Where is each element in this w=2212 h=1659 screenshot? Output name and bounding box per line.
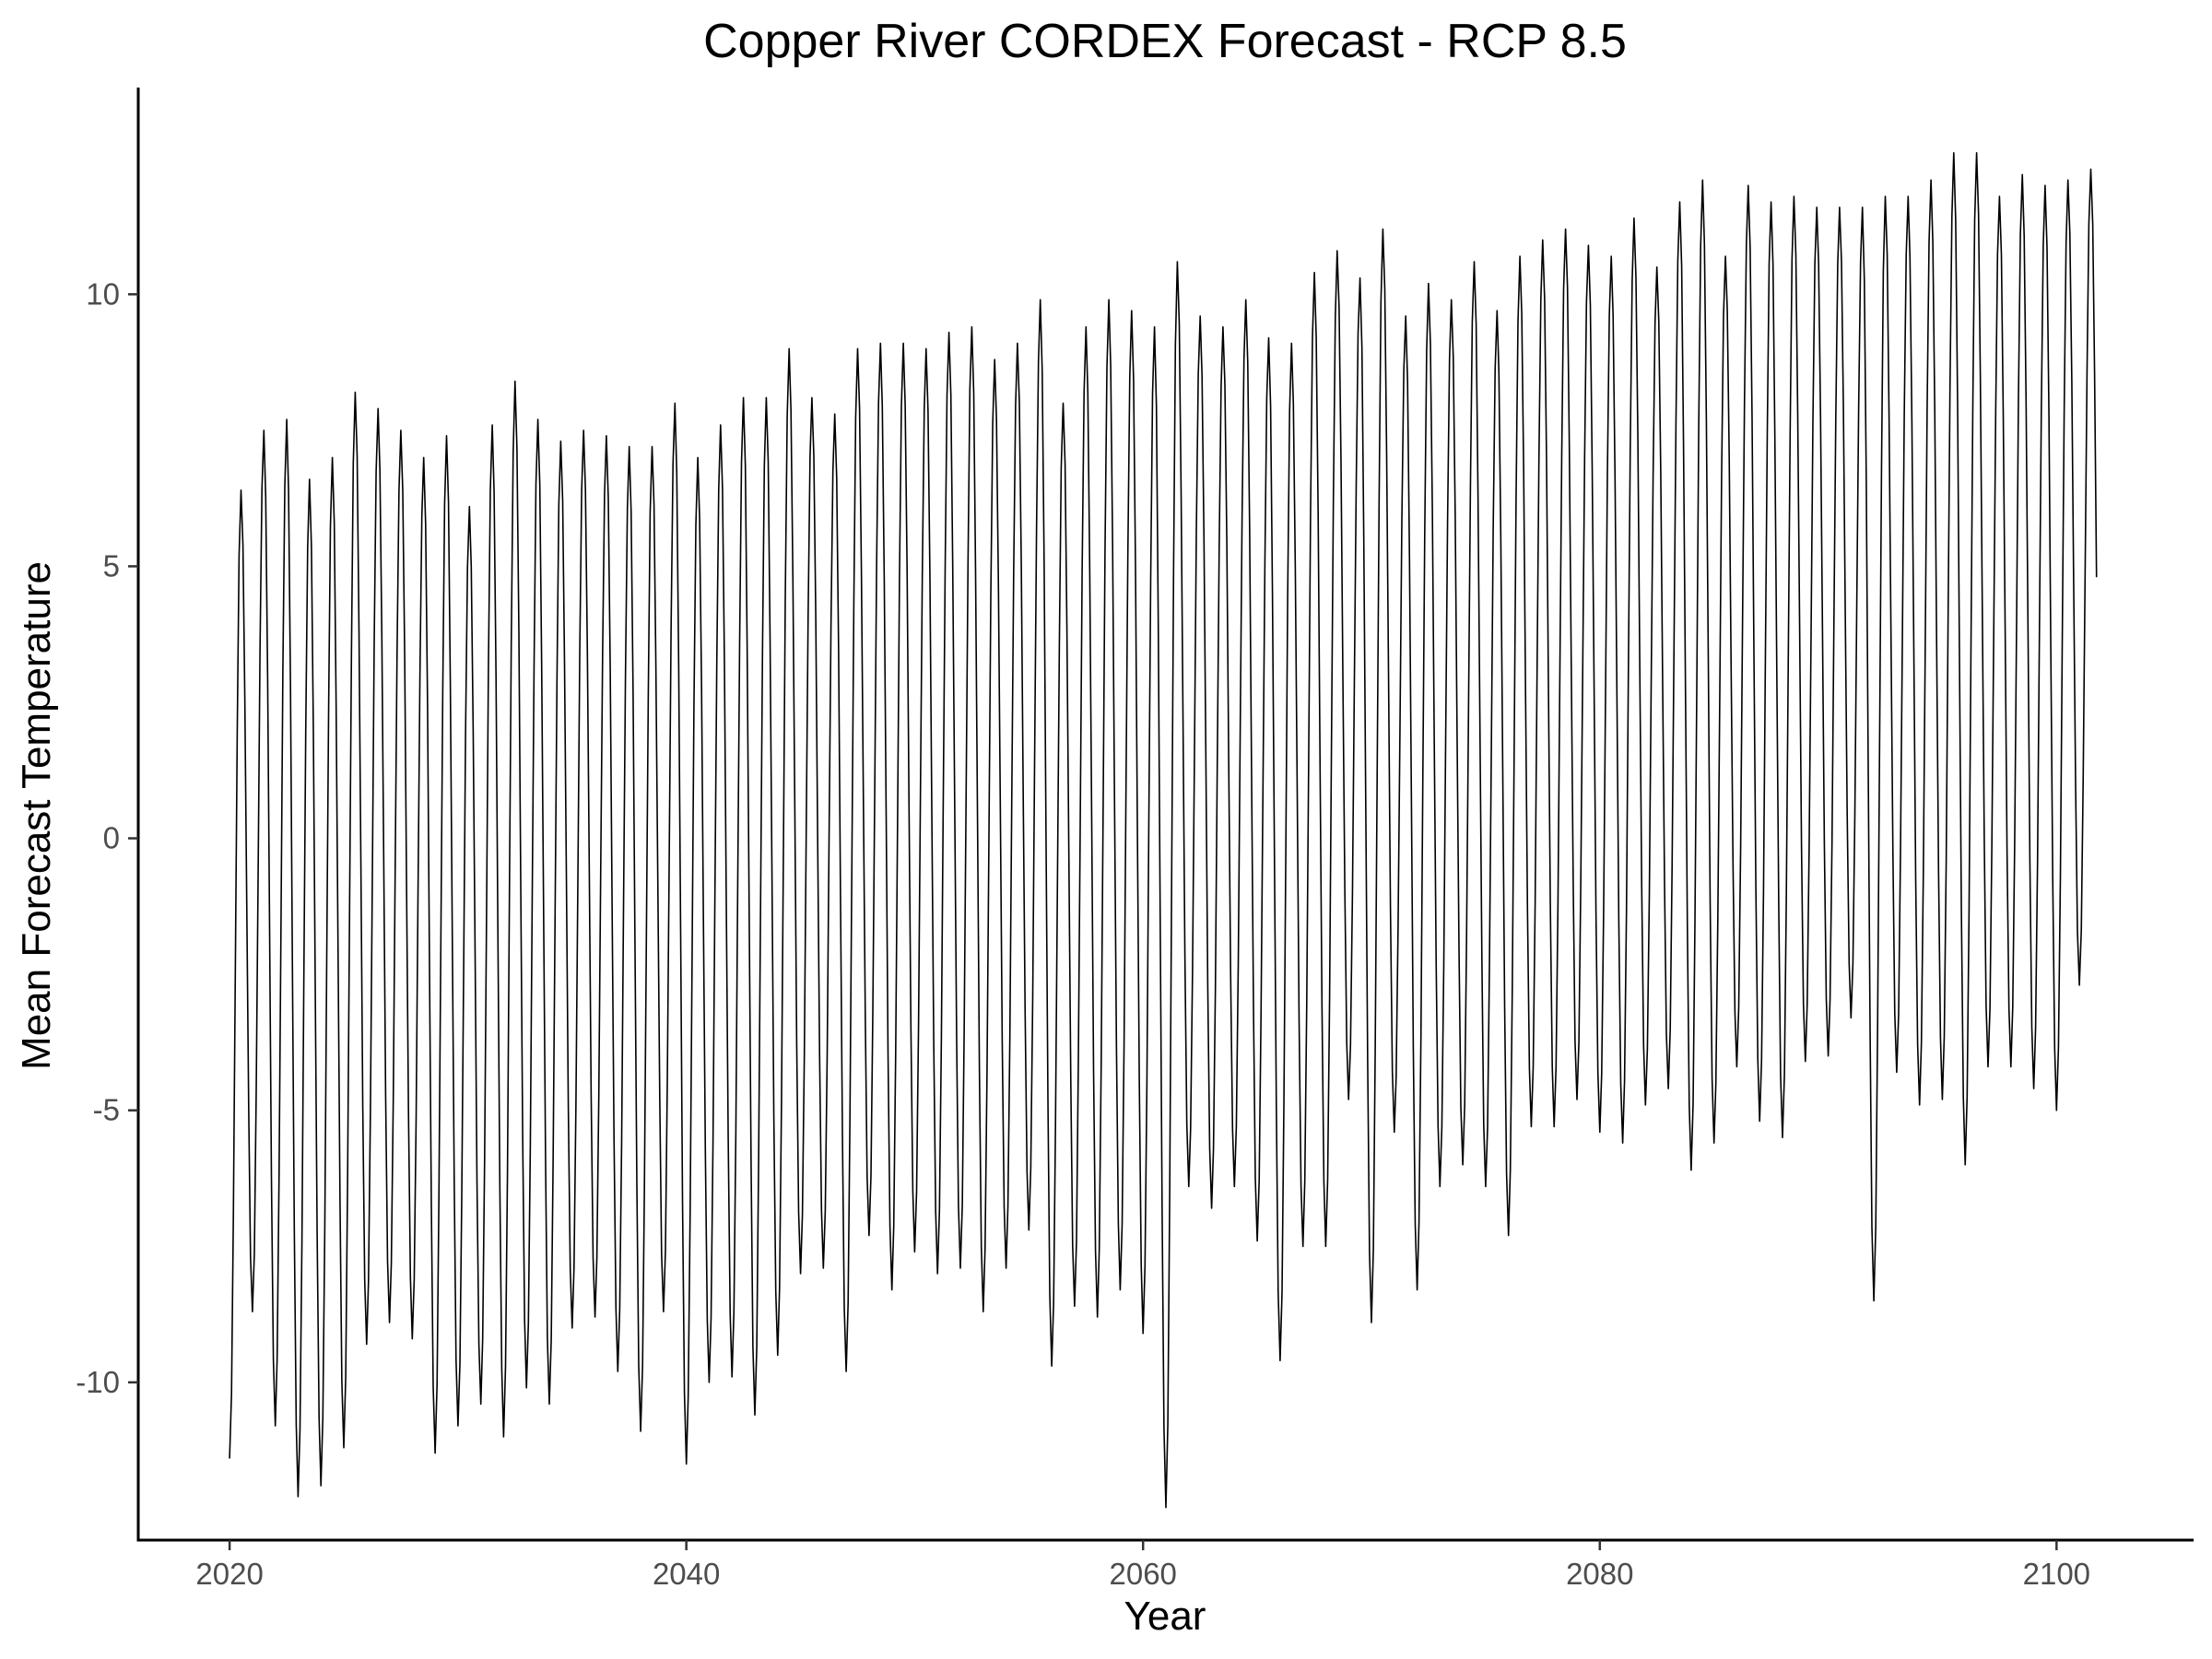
y-axis-ticks: -10 -5 0 5 10 xyxy=(76,276,138,1399)
y-tick-label: 10 xyxy=(86,276,120,311)
x-tick-label: 2100 xyxy=(2023,1557,2090,1591)
x-tick-label: 2040 xyxy=(653,1557,720,1591)
x-tick-label: 2080 xyxy=(1566,1557,1633,1591)
y-tick-label: 0 xyxy=(103,821,120,855)
x-tick-label: 2060 xyxy=(1110,1557,1177,1591)
x-tick-label: 2020 xyxy=(195,1557,263,1591)
plot-area xyxy=(229,152,2098,1509)
y-axis-title: Mean Forecast Temperature xyxy=(14,561,59,1070)
x-axis-title: Year xyxy=(1124,1594,1206,1639)
temperature-series-line xyxy=(229,152,2098,1509)
chart-title: Copper River CORDEX Forecast - RCP 8.5 xyxy=(703,15,1627,68)
x-axis-ticks: 2020 2040 2060 2080 2100 xyxy=(195,1540,2090,1591)
y-tick-label: -10 xyxy=(76,1365,120,1399)
y-tick-label: 5 xyxy=(103,548,120,582)
y-tick-label: -5 xyxy=(93,1093,120,1127)
